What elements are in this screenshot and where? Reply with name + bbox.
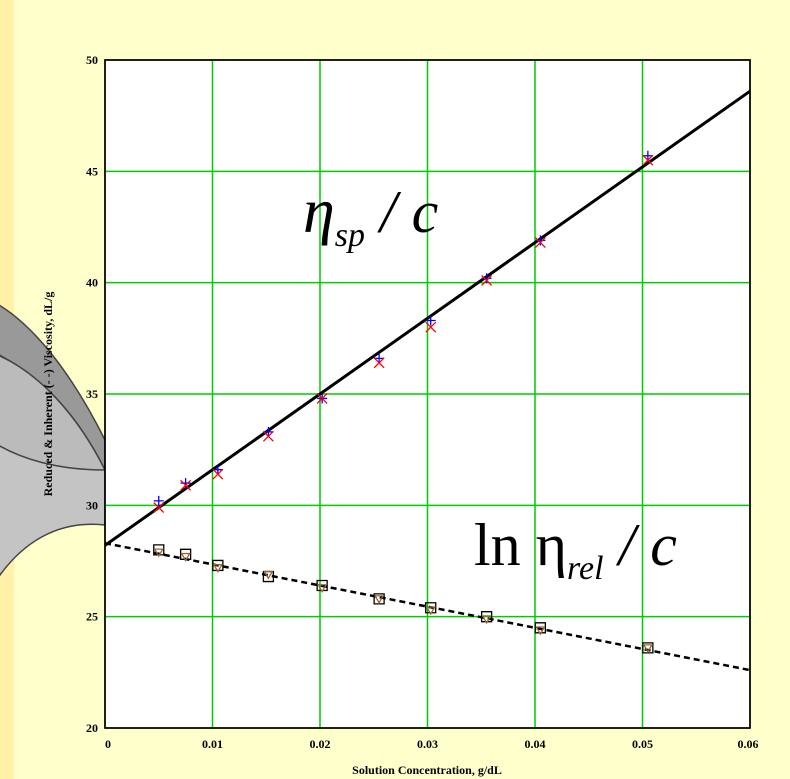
annotation-inherent-rest: / c [604,512,677,578]
y-tick-label: 40 [86,276,98,290]
reduced-fit-line [104,89,751,547]
data-point-square [480,611,493,623]
data-point-square [153,544,165,556]
data-point-x [373,357,385,369]
y-axis-title: Reduced & Inherent (- -) Viscosity, dL/g [41,292,55,497]
data-point-plus [180,478,191,489]
data-point-square [534,622,547,634]
x-tick-label: 0.05 [632,737,653,751]
data-point-triangle [180,552,191,562]
data-point-x [534,237,546,249]
y-tick-label: 50 [86,53,98,67]
data-point-square [425,602,437,614]
annotation-reduced-main: η [303,175,335,246]
y-tick-label: 25 [86,610,98,624]
data-point-x [316,392,328,404]
data-point-square [212,559,224,572]
data-point-triangle [317,584,328,594]
x-tick-label: 0 [105,737,111,751]
data-point-triangle [212,564,223,573]
data-point-plus [425,315,436,326]
data-point-plus [212,464,223,475]
x-axis-title: Solution Concentration, g/dL [352,763,502,777]
annotation-reduced: ηsp / c [303,175,438,254]
annotation-inherent-sub: rel [567,550,604,587]
data-point-plus [153,495,164,506]
data-point-triangle [425,606,436,616]
data-point-x [642,154,654,166]
data-point-x [153,502,165,514]
x-tick-label: 0.02 [310,737,331,751]
y-tick-label: 35 [86,387,98,401]
y-tick-label: 45 [86,164,98,178]
data-point-triangle [642,644,653,654]
data-point-square [179,548,192,560]
data-point-x [425,321,437,333]
data-point-triangle [374,595,385,605]
fit-lines [104,89,751,672]
x-tick-label: 0.06 [738,737,759,751]
data-point-triangle [535,626,546,636]
y-tick-label: 20 [86,721,98,735]
data-points [153,150,654,654]
x-tick-label: 0.03 [417,737,438,751]
data-point-plus [263,426,274,437]
data-point-triangle [153,548,164,558]
x-tick-label: 0.01 [202,737,223,751]
plot-frame [104,59,751,729]
data-point-x [481,274,493,286]
x-tick-label: 0.04 [525,737,546,751]
data-point-plus [374,353,385,364]
data-point-triangle [263,570,274,580]
data-point-square [316,579,328,592]
data-point-triangle [481,615,492,625]
annotation-inherent-main: ln η [474,512,567,578]
data-point-x [262,430,274,442]
data-point-square [373,593,385,605]
data-point-plus [481,273,492,284]
data-point-x [212,468,224,480]
data-point-x [180,479,192,491]
data-point-plus [535,235,546,246]
axis-ticks: 0 0.01 0.02 0.03 0.04 0.05 0.06 20 25 30 35 40 45 50 [86,53,759,751]
annotation-inherent: ln ηrel / c [474,512,677,587]
data-point-square [642,642,654,654]
y-tick-label: 30 [86,498,98,512]
decorative-swoosh [0,304,106,577]
data-point-plus [642,150,653,161]
annotation-reduced-rest: / c [365,179,438,245]
annotation-reduced-sub: sp [335,217,365,254]
